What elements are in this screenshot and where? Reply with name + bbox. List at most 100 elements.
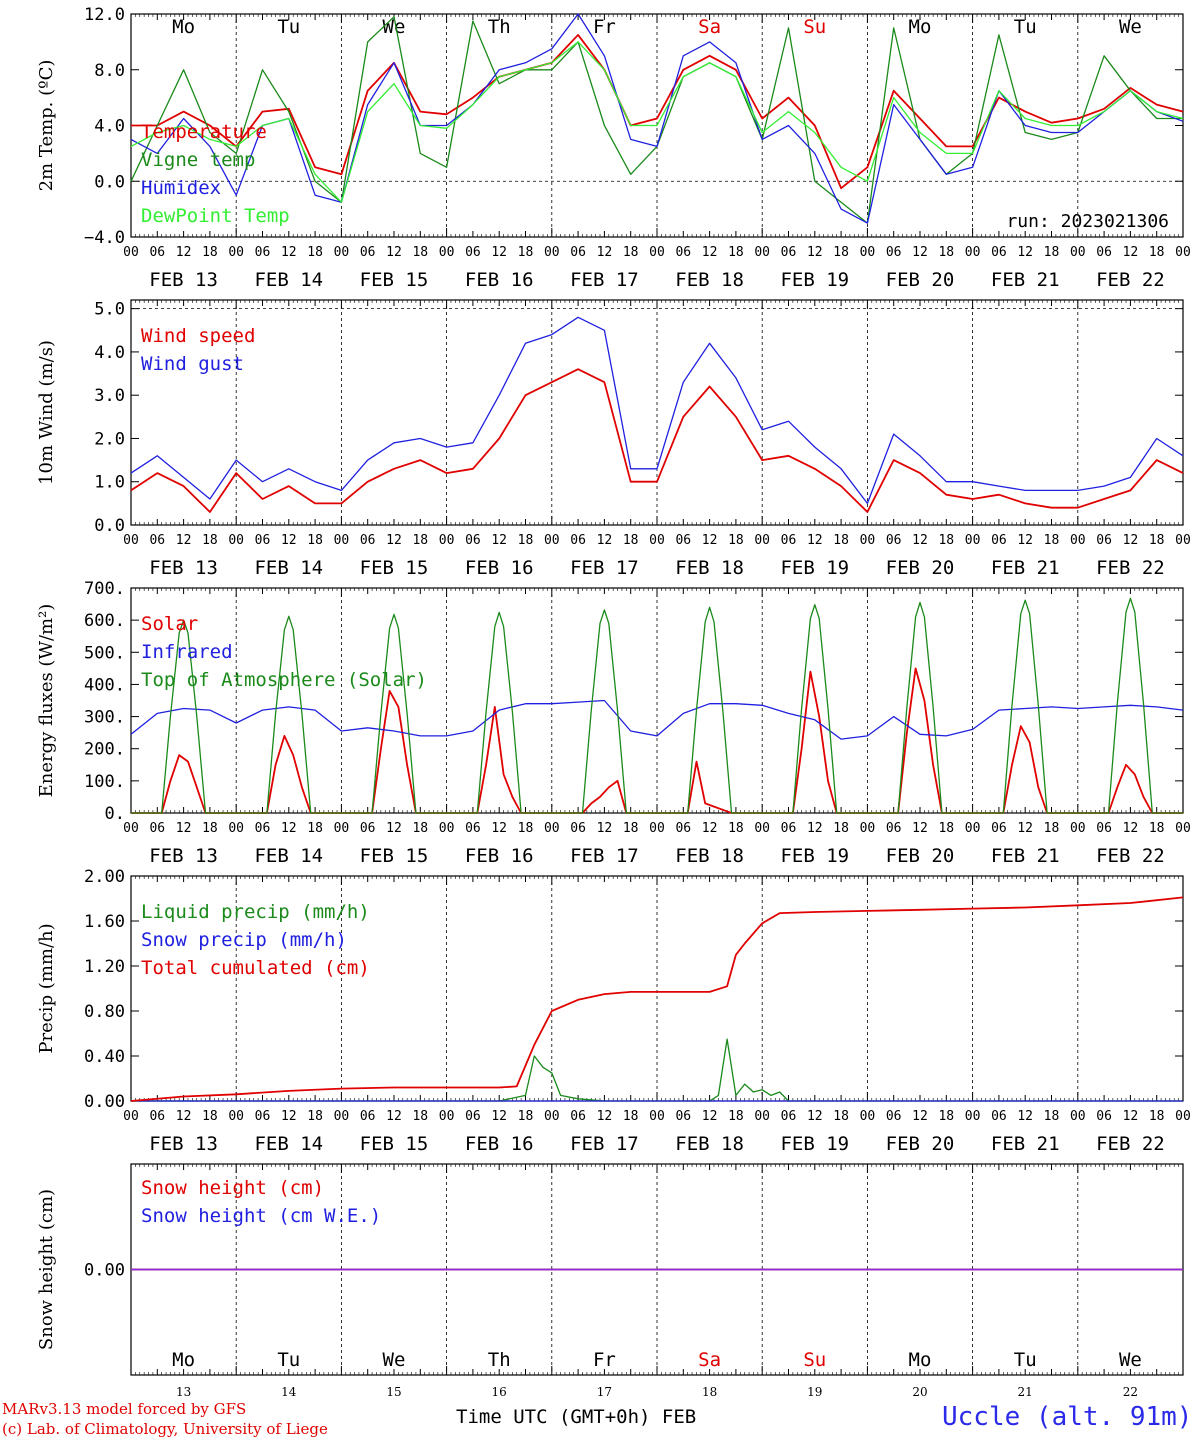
x-date-label: FEB 15	[360, 1133, 429, 1155]
x-date-label: FEB 20	[886, 1133, 955, 1155]
x-hour-label: 18	[202, 1109, 218, 1124]
x-hour-label: 06	[1096, 1109, 1112, 1124]
x-hour-label: 00	[439, 245, 455, 260]
y-tick-label: 300.	[84, 708, 125, 728]
day-of-week-label: Sa	[698, 16, 721, 38]
x-hour-label: 06	[1096, 245, 1112, 260]
x-hour-label: 00	[1175, 533, 1191, 548]
y-tick-label: 500.	[84, 643, 125, 663]
x-hour-label: 12	[597, 533, 613, 548]
x-hour-label: 12	[912, 1109, 928, 1124]
day-of-week-label: Th	[488, 1349, 511, 1371]
y-tick-label: 5.0	[94, 300, 125, 320]
x-hour-label: 18	[412, 821, 428, 836]
day-of-week-label: We	[1119, 1349, 1142, 1371]
x-hour-label: 18	[833, 1109, 849, 1124]
series-line-green	[131, 1038, 1183, 1102]
x-date-label: FEB 21	[991, 269, 1060, 291]
x-date-label: FEB 18	[675, 845, 744, 867]
x-hour-label: 06	[360, 821, 376, 836]
x-date-label: FEB 16	[465, 557, 534, 579]
y-tick-label: 1.60	[84, 912, 125, 932]
series-line-red	[130, 896, 1184, 1102]
x-hour-label: 00	[965, 821, 981, 836]
x-hour-label: 12	[807, 245, 823, 260]
x-hour-label: 18	[1044, 533, 1060, 548]
x-hour-label: 00	[228, 821, 244, 836]
y-tick-label: 0.0	[94, 172, 125, 192]
x-hour-label: 12	[912, 245, 928, 260]
day-number-label: 15	[386, 1385, 401, 1399]
x-hour-label: 12	[386, 245, 402, 260]
x-hour-label: 06	[465, 533, 481, 548]
x-hour-label: 00	[123, 533, 139, 548]
x-hour-label: 18	[623, 821, 639, 836]
x-date-label: FEB 21	[991, 557, 1060, 579]
x-hour-label: 12	[1123, 821, 1139, 836]
x-hour-label: 12	[176, 533, 192, 548]
y-tick-label: 100.	[84, 772, 125, 792]
day-of-week-label: Sa	[698, 1349, 721, 1371]
x-date-label: FEB 21	[991, 845, 1060, 867]
x-hour-label: 06	[255, 245, 271, 260]
day-of-week-label: We	[383, 1349, 406, 1371]
x-hour-label: 06	[675, 245, 691, 260]
legend-entry: Total cumulated (cm)	[141, 957, 370, 979]
x-date-label: FEB 20	[886, 269, 955, 291]
x-hour-label: 00	[1175, 1109, 1191, 1124]
series-line-blue	[130, 13, 1184, 224]
x-hour-label: 00	[334, 245, 350, 260]
x-hour-label: 12	[597, 821, 613, 836]
x-hour-label: 18	[938, 533, 954, 548]
x-hour-label: 00	[228, 1109, 244, 1124]
x-hour-label: 18	[728, 821, 744, 836]
x-hour-label: 12	[807, 821, 823, 836]
x-hour-label: 00	[1070, 245, 1086, 260]
credit-line-1: MARv3.13 model forced by GFS	[2, 1400, 247, 1418]
x-hour-label: 18	[518, 533, 534, 548]
x-hour-label: 18	[202, 245, 218, 260]
x-hour-label: 06	[255, 821, 271, 836]
x-hour-label: 18	[412, 245, 428, 260]
legend-entry: Snow height (cm)	[141, 1177, 324, 1199]
series-line-green	[131, 597, 1183, 814]
x-hour-label: 00	[965, 1109, 981, 1124]
x-hour-label: 00	[334, 1109, 350, 1124]
x-date-label: FEB 14	[254, 557, 323, 579]
x-hour-label: 18	[623, 533, 639, 548]
x-hour-label: 12	[491, 533, 507, 548]
x-hour-label: 00	[544, 533, 560, 548]
x-hour-label: 06	[360, 1109, 376, 1124]
x-hour-label: 00	[1070, 1109, 1086, 1124]
y-tick-label: 0.0	[94, 516, 125, 536]
x-hour-label: 12	[807, 1109, 823, 1124]
y-tick-label: 0.00	[84, 1092, 125, 1112]
x-hour-label: 12	[281, 245, 297, 260]
x-hour-label: 06	[886, 533, 902, 548]
x-hour-label: 12	[491, 245, 507, 260]
x-hour-label: 00	[439, 533, 455, 548]
day-number-label: 17	[597, 1385, 612, 1399]
legend-entry: Snow precip (mm/h)	[141, 929, 347, 951]
x-date-label: FEB 16	[465, 845, 534, 867]
x-hour-label: 18	[307, 533, 323, 548]
x-hour-label: 00	[228, 533, 244, 548]
x-date-label: FEB 13	[149, 1133, 218, 1155]
x-hour-label: 00	[649, 1109, 665, 1124]
x-hour-label: 06	[570, 1109, 586, 1124]
y-tick-label: 400.	[84, 675, 125, 695]
chart-panel-1: −4.0 0.0 4.0 8.0 12.0 2m Temp. (ºC) 00 06 12 18 FE…	[36, 5, 1191, 291]
x-hour-label: 12	[176, 821, 192, 836]
chart-panel-5: 0.00 Snow height (cm) Snow height (cm) Snow…	[36, 1163, 1184, 1399]
series-line-blue	[130, 699, 1184, 740]
day-of-week-label: Tu	[277, 16, 300, 38]
chart-panel-4: 0.00 0.40 0.80 1.20 1.60 2.00 Precip (mm/h) 00 0…	[36, 867, 1191, 1155]
legend-entry: Humidex	[141, 177, 221, 199]
y-tick-label: 8.0	[94, 61, 125, 81]
y-axis-title: Precip (mm/h)	[36, 923, 57, 1053]
x-hour-label: 06	[781, 533, 797, 548]
x-hour-label: 12	[176, 245, 192, 260]
y-axis-title: 2m Temp. (ºC)	[36, 60, 57, 192]
x-date-label: FEB 17	[570, 845, 639, 867]
day-of-week-label: Fr	[593, 1349, 616, 1371]
